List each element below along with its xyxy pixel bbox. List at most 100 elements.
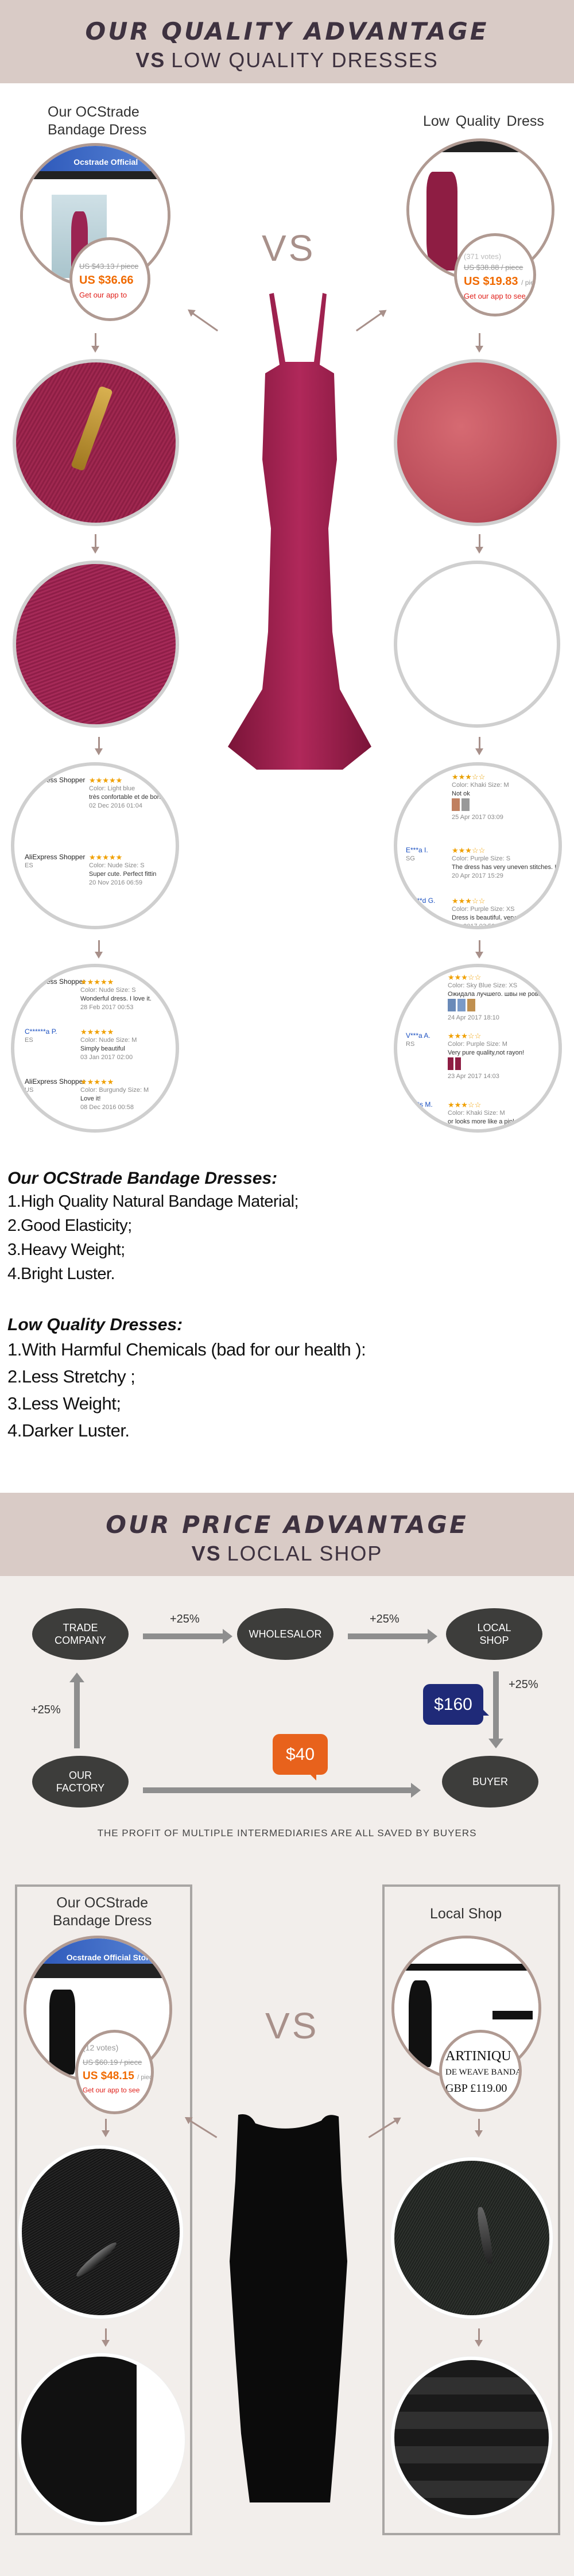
review-text: Ожидала лучшего. швы не ровные и сидит	[448, 991, 562, 998]
reviewer-country: ES	[25, 1037, 33, 1044]
fabric-texture	[21, 2357, 181, 2522]
local-shop-panel	[382, 1884, 560, 2535]
rating-stars: ★★★☆☆	[448, 1100, 482, 1109]
price-subtitle: VS LOCLAL SHOP	[0, 1542, 574, 1566]
down-arrow-icon	[475, 2328, 483, 2347]
arrow-icon	[348, 1629, 437, 1644]
our-lace-detail-circle	[18, 2353, 185, 2525]
fabric-detail-circle	[13, 561, 179, 728]
label-line: Bandage Dress	[53, 1913, 152, 1929]
review-date: 25 Apr 2017 03:09	[452, 814, 503, 821]
review-date: 20 Apr 2017 15:29	[452, 872, 503, 879]
price-unit: / pie	[521, 279, 534, 287]
review-item: ★★★☆☆ Color: Purple Size: M Very pure qual…	[448, 1032, 524, 1081]
review-item: V***a A. RS	[406, 1032, 430, 1049]
price-caption: THE PROFIT OF MULTIPLE INTERMEDIARIES AR…	[97, 1828, 477, 1839]
review-meta: Color: Purple Size: S	[452, 855, 511, 862]
low-hem-circle	[394, 561, 560, 728]
review-date: 08 Dec 2016 00:58	[80, 1104, 134, 1111]
reviewer-country: US	[25, 1087, 34, 1094]
our-price-zoom: (12 votes) US $60.19 / piece US $48.15 /…	[75, 2030, 154, 2114]
app-promo: Get our app to see	[83, 2086, 140, 2094]
subtitle-text: LOW QUALITY DRESSES	[171, 48, 439, 72]
review-item: a S.	[420, 973, 432, 982]
our-reviews-circle-1: AliExpress Shopper FR ★★★★★ Color: Light b…	[11, 762, 179, 929]
price-header	[0, 1493, 574, 1576]
fabric-texture	[16, 564, 176, 724]
local-shop-label: Local Shop	[430, 1906, 502, 1922]
app-promo: Get our app to see	[464, 292, 526, 300]
markup-label: +25%	[370, 1613, 400, 1625]
quality-header	[0, 0, 574, 83]
review-item: ****d G.	[412, 897, 435, 905]
rating-stars: ★★★☆☆	[452, 773, 486, 781]
review-date: 03 Jan 2017 02:00	[80, 1054, 133, 1061]
node-label: COMPANY	[55, 1635, 106, 1646]
original-price: US $60.19 / piece	[83, 2058, 142, 2067]
discount-price: US $19.83 / pie	[464, 275, 533, 288]
arrow-icon	[488, 1671, 503, 1748]
rating-stars: ★★★☆☆	[448, 973, 482, 982]
review-item: ★★★☆☆ Color: Purple Size: S The dress has …	[452, 846, 562, 880]
reviewer-name: AliExpress Shopper	[25, 776, 86, 784]
rating-stars: ★★★☆☆	[452, 897, 486, 905]
down-arrow-icon	[95, 737, 103, 755]
subtitle-text: LOCLAL SHOP	[227, 1542, 383, 1565]
node-trade-company: TRADE COMPANY	[32, 1608, 129, 1660]
review-date: 02 Dec 2016 01:04	[89, 802, 142, 809]
add-to-bag-button	[492, 2011, 533, 2019]
our-dress-label: Our OCStrade Bandage Dress	[48, 103, 146, 139]
reviewer-name: ****d G.	[412, 897, 436, 905]
review-text: The dress has very uneven stitches. I or…	[452, 864, 562, 871]
original-price: US $38.88 / piece	[464, 263, 523, 272]
price-unit: / piec	[137, 2074, 153, 2081]
product-price: GBP £119.00	[445, 2082, 507, 2095]
rating-stars: ★★★★★	[80, 1028, 114, 1036]
review-item: ★★★★★ Color: Nude Size: S Super cute. Perf…	[89, 853, 156, 887]
node-label: SHOP	[479, 1635, 509, 1646]
review-meta: Color: Light blue	[89, 785, 135, 792]
review-text: Wonderful dress. I love it.	[80, 995, 152, 1002]
original-price: US $43.13 / piece	[79, 262, 139, 271]
review-item: ★★★★★ Color: Light blue très confortable e…	[89, 776, 168, 810]
reviewer-name: ***s M.	[412, 1100, 433, 1109]
review-meta: Color: Purple Size: M	[448, 1041, 507, 1048]
local-lace-detail-circle	[391, 2357, 552, 2519]
review-meta: Color: Nude Size: M	[80, 1037, 137, 1044]
votes: (371 votes)	[464, 252, 502, 261]
dress-thumb	[49, 1989, 75, 2075]
low-price-zoom: (371 votes) US $38.88 / piece US $19.83 …	[454, 233, 536, 316]
down-arrow-icon	[102, 2119, 110, 2137]
review-text: Love it!	[80, 1095, 101, 1102]
reviewer-country: ES	[25, 987, 33, 994]
node-buyer: BUYER	[442, 1756, 538, 1808]
markup-label: +25%	[31, 1704, 61, 1716]
features-heading: Low Quality Dresses:	[7, 1315, 183, 1334]
reviewer-name: AliExpress Shopper	[25, 978, 86, 986]
rating-stars: ★★★★★	[89, 776, 123, 785]
dress-thumb	[409, 1980, 432, 2067]
label-line: Bandage Dress	[48, 122, 147, 138]
review-date: 28 Feb 2017 00:53	[80, 1004, 134, 1011]
review-item: ★★★★★ Color: Nude Size: S Wonderful dress.…	[80, 978, 152, 1012]
product-subtitle: DE WEAVE BANDA	[445, 2068, 522, 2077]
votes: (12 votes)	[83, 2043, 119, 2052]
review-item: ★★★★★ Color: Nude Size: M Simply beautiful…	[80, 1028, 137, 1062]
reviewer-country: FR	[25, 785, 33, 792]
our-reviews-circle-2: AliExpress Shopper ES ★★★★★ Color: Nude Si…	[11, 964, 179, 1133]
rating-stars: ★★★★★	[89, 853, 123, 862]
factory-price-bubble: $40	[273, 1734, 328, 1781]
fabric-texture	[16, 362, 176, 523]
dress-thumb	[426, 171, 458, 271]
our-dress-label: Our OCStrade Bandage Dress	[53, 1894, 152, 1930]
node-local-shop: LOCAL SHOP	[446, 1608, 542, 1660]
down-arrow-icon	[91, 333, 99, 353]
review-text: Super cute. Perfect fittin	[89, 871, 157, 878]
reviewer-country: ES	[25, 862, 33, 869]
review-item: ***s M.	[412, 1100, 433, 1109]
store-nav	[409, 141, 552, 153]
down-arrow-icon	[91, 534, 99, 554]
rating-stars: ★★★☆☆	[452, 846, 486, 855]
vs-label: VS	[265, 2005, 319, 2046]
